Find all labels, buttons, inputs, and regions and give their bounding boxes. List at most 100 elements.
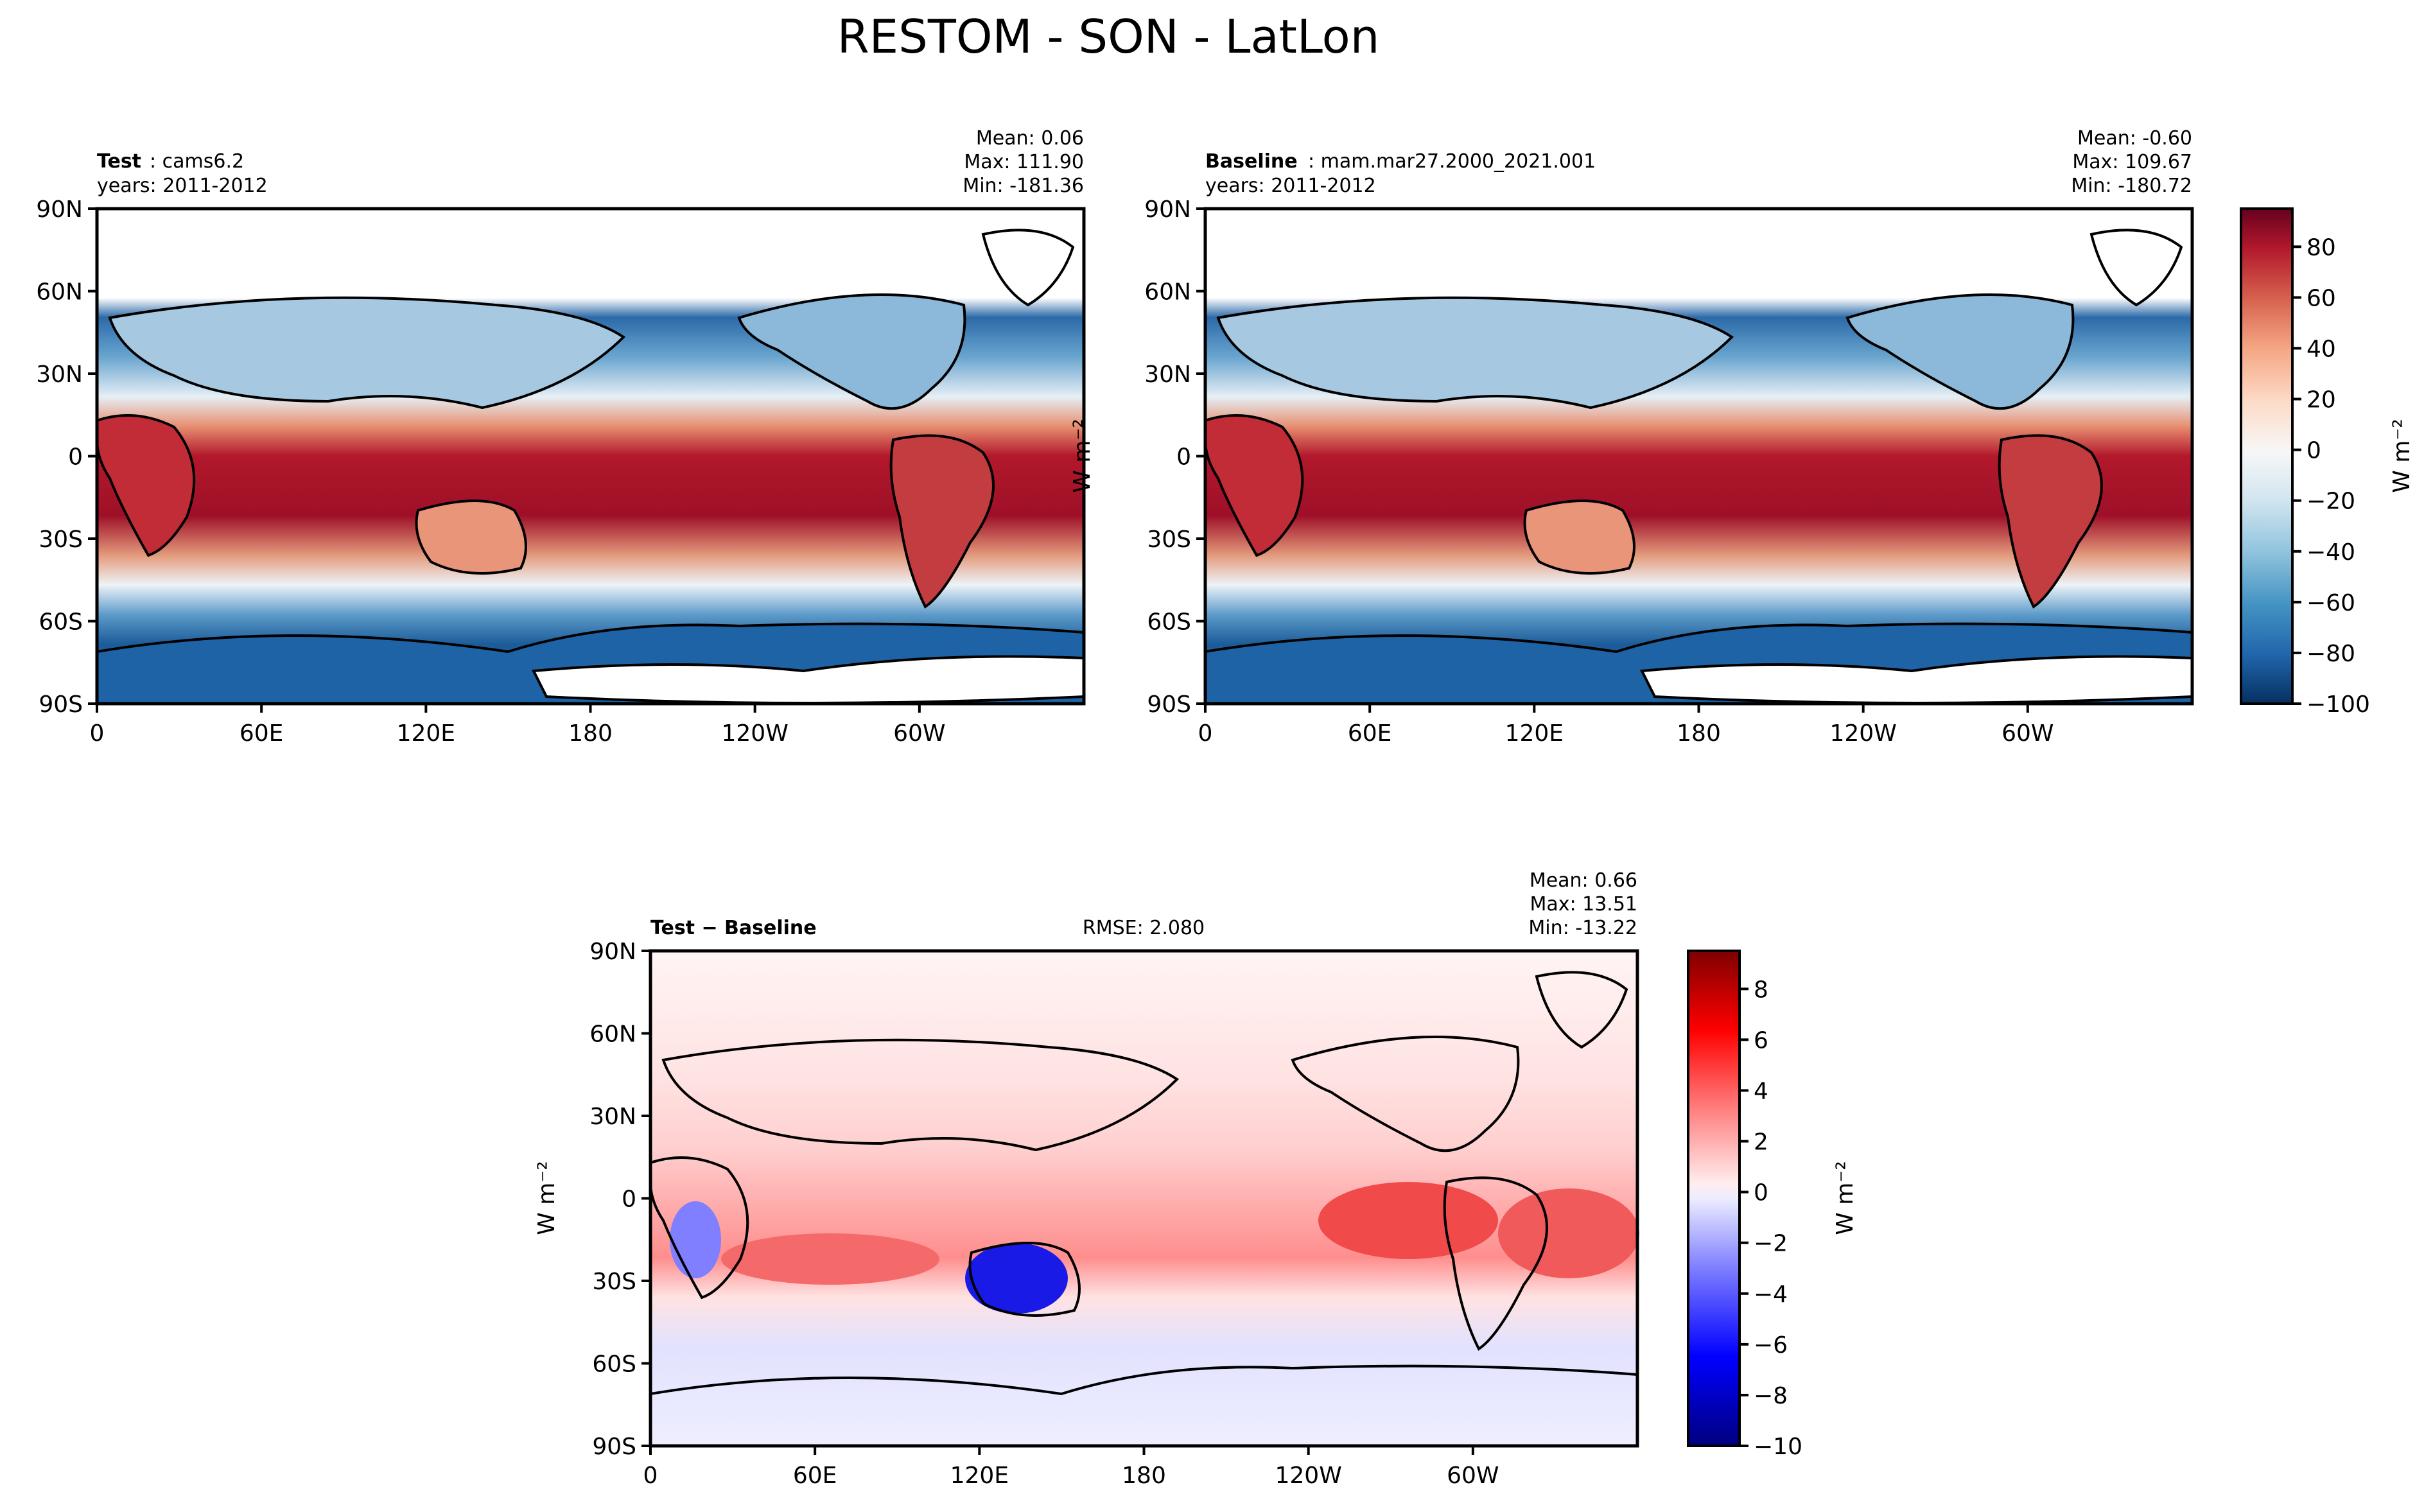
baseline-continent-eurasia — [1216, 296, 1734, 410]
test-years: years: 2011-2012 — [97, 175, 268, 197]
baseline-x-ticks: 0 60E 120E 180 120W 60W — [1198, 704, 2054, 747]
test-y-tick-label: 90N — [36, 196, 83, 223]
diff-rmse: RMSE: 2.080 — [1083, 917, 1205, 939]
test-x-tick-label: 60W — [893, 720, 945, 747]
panel-baseline: 0 60E 120E 180 120W 60W 90N 60N 30N 0 30S 60S 90S B… — [1069, 127, 2194, 747]
baseline-continent-north-america — [1845, 293, 2075, 410]
colorbar-diff-title: W m⁻² — [1832, 1161, 1858, 1235]
diff-x-ticks: 0 60E 120E 180 120W 60W — [643, 1446, 1499, 1489]
test-y-tick-label: 60S — [39, 609, 83, 636]
colorbar-main-tick-label: −80 — [2307, 641, 2355, 667]
baseline-years: years: 2011-2012 — [1205, 175, 1376, 197]
colorbar-main-tick-label: −40 — [2307, 539, 2355, 566]
test-y-tick-label: 30S — [39, 526, 83, 553]
test-continent-north-america — [737, 293, 966, 410]
test-x-ticks: 0 60E 120E 180 120W 60W — [90, 704, 946, 747]
panel-test: 0 60E 120E 180 120W 60W 90N 60N 30N 0 30S 60S 90S T… — [36, 127, 1086, 747]
test-y-tick-label: 90S — [39, 691, 83, 718]
test-label-bold: Test — [97, 150, 141, 173]
colorbar-diff-tick-label: −10 — [1754, 1434, 1802, 1460]
diff-stat-min: Min: -13.22 — [1528, 917, 1637, 939]
diff-y-tick-label: 0 — [622, 1186, 636, 1213]
diff-continent-north-america — [1291, 1036, 1520, 1152]
test-x-tick-label: 120E — [397, 720, 455, 747]
diff-y-tick-label: 90N — [589, 939, 636, 965]
colorbar-diff-tick-label: 4 — [1754, 1078, 1768, 1104]
test-y-tick-label: 0 — [68, 444, 83, 471]
colorbar-main-tick-label: 0 — [2307, 438, 2321, 464]
diff-hotspots — [670, 1182, 1639, 1314]
baseline-label-bold: Baseline — [1205, 150, 1298, 173]
test-stat-min: Min: -181.36 — [963, 175, 1084, 197]
colorbar-main-ticks: 80 60 40 20 0 −20 −40 −60 −80 −100 — [2292, 234, 2370, 718]
diff-x-tick-label: 180 — [1122, 1463, 1166, 1489]
test-label-rest: : cams6.2 — [150, 150, 244, 173]
colorbar-main-tick-label: 40 — [2307, 336, 2336, 362]
diff-stat-max: Max: 13.51 — [1530, 893, 1637, 916]
colorbar-main-tick-label: 80 — [2307, 234, 2336, 261]
colorbar-main-title: W m⁻² — [2389, 419, 2415, 493]
diff-field — [650, 951, 1637, 1446]
diff-hotspot-atlantic — [1498, 1188, 1639, 1278]
baseline-y-tick-label: 30S — [1147, 526, 1191, 553]
baseline-y-tick-label: 60N — [1144, 279, 1191, 306]
baseline-y-tick-label: 0 — [1176, 444, 1191, 471]
test-stat-max: Max: 111.90 — [964, 151, 1084, 173]
diff-x-tick-label: 120E — [950, 1463, 1009, 1489]
baseline-ylabel: W m⁻² — [1069, 419, 1095, 493]
test-x-tick-label: 180 — [568, 720, 613, 747]
test-y-tick-label: 30N — [36, 361, 83, 388]
colorbar-diff-tick-label: 8 — [1754, 977, 1768, 1003]
diff-hotspot-australia — [965, 1243, 1068, 1314]
baseline-x-tick-label: 60E — [1348, 720, 1392, 747]
diff-label-bold: Test − Baseline — [650, 917, 817, 939]
baseline-landmasses — [1204, 229, 2193, 705]
diff-y-tick-label: 60N — [589, 1021, 636, 1048]
colorbar-diff-bar — [1687, 950, 1741, 1447]
diff-continent-africa — [649, 1156, 749, 1299]
colorbar-diff-tick-label: −6 — [1754, 1332, 1788, 1359]
diff-y-ticks: 90N 60N 30N 0 30S 60S 90S — [589, 939, 650, 1460]
colorbar-main-tick-label: −100 — [2307, 691, 2370, 718]
test-landmasses — [96, 229, 1085, 705]
baseline-stat-max: Max: 109.67 — [2072, 151, 2192, 173]
diff-x-tick-label: 0 — [643, 1463, 658, 1489]
baseline-x-tick-label: 120E — [1505, 720, 1564, 747]
diff-ylabel: W m⁻² — [534, 1161, 560, 1235]
test-continent-greenland — [981, 229, 1075, 307]
figure-title: RESTOM - SON - LatLon — [837, 10, 1380, 64]
diff-y-tick-label: 90S — [592, 1434, 636, 1460]
baseline-continent-south-america — [1998, 434, 2103, 609]
baseline-y-ticks: 90N 60N 30N 0 30S 60S 90S — [1144, 196, 1205, 718]
baseline-x-tick-label: 120W — [1830, 720, 1897, 747]
diff-hotspot-africa — [670, 1201, 721, 1278]
colorbar-main-tick-label: 20 — [2307, 387, 2336, 413]
baseline-stat-mean: Mean: -0.60 — [2077, 127, 2192, 150]
test-y-tick-label: 60N — [36, 279, 83, 306]
diff-continent-greenland — [1535, 971, 1628, 1049]
diff-x-tick-label: 60W — [1447, 1463, 1499, 1489]
test-x-tick-label: 60E — [240, 720, 284, 747]
baseline-stat-min: Min: -180.72 — [2071, 175, 2192, 197]
panel-difference: 0 60E 120E 180 120W 60W 90N 60N 30N 0 30S 60S 90S T… — [534, 869, 1639, 1489]
baseline-continent-greenland — [2089, 229, 2183, 307]
test-continent-australia — [415, 500, 527, 575]
test-y-ticks: 90N 60N 30N 0 30S 60S 90S — [36, 196, 97, 718]
colorbar-main-tick-label: 60 — [2307, 285, 2336, 311]
colorbar-main-bar — [2240, 207, 2294, 705]
colorbar-diff: 8 6 4 2 0 −2 −4 −6 −8 −10 — [1687, 950, 1802, 1460]
diff-stat-mean: Mean: 0.66 — [1530, 869, 1637, 892]
diff-x-tick-label: 120W — [1275, 1463, 1342, 1489]
test-continent-south-america — [889, 434, 995, 609]
baseline-y-tick-label: 30N — [1144, 361, 1191, 388]
diff-continent-antarctica — [650, 1364, 1638, 1396]
colorbar-diff-tick-label: 6 — [1754, 1027, 1768, 1054]
diff-continent-eurasia — [661, 1038, 1180, 1152]
test-stat-mean: Mean: 0.06 — [976, 127, 1084, 150]
baseline-x-tick-label: 180 — [1677, 720, 1721, 747]
test-x-tick-label: 120W — [722, 720, 789, 747]
baseline-x-tick-label: 0 — [1198, 720, 1213, 747]
baseline-x-tick-label: 60W — [2001, 720, 2054, 747]
colorbar-main-tick-label: −20 — [2307, 489, 2355, 515]
